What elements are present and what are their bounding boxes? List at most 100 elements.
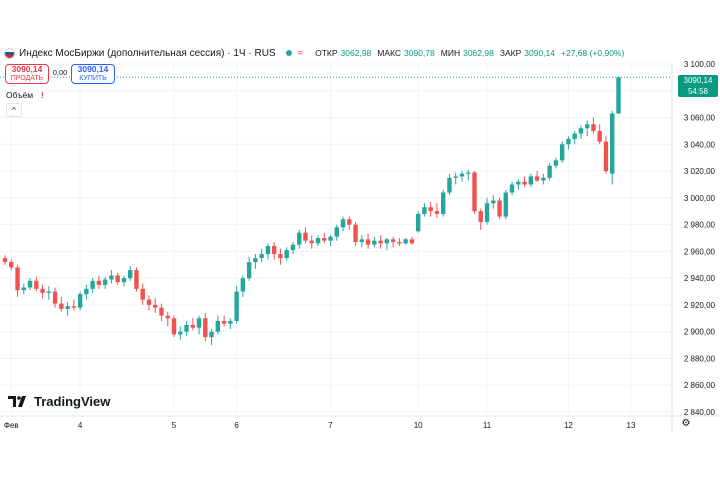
gear-icon[interactable]: ⚙: [681, 418, 691, 429]
tradingview-logo[interactable]: TradingView: [8, 394, 110, 409]
symbol-title[interactable]: Индекс МосБиржи (дополнительная сессия) …: [19, 47, 276, 59]
candle-body: [378, 240, 383, 244]
y-tick-label: 3 040,00: [684, 140, 716, 149]
candle-body: [184, 325, 189, 332]
candle-body: [115, 275, 120, 283]
candle-body: [27, 280, 33, 288]
volume-label: Объём: [6, 90, 34, 100]
open-label: ОТКР: [315, 48, 338, 58]
candle-body: [253, 258, 258, 263]
candle-body: [234, 291, 239, 321]
market-status-icon[interactable]: [285, 50, 292, 56]
candle-body: [503, 192, 508, 217]
high-value: 3090,78: [404, 48, 435, 58]
spread-value: 0,00: [52, 68, 68, 77]
volume-indicator[interactable]: Объём !: [6, 90, 44, 100]
candle-body: [2, 258, 8, 263]
candle-body: [203, 318, 208, 338]
bar-countdown: 54:58: [687, 87, 709, 96]
candle-body: [52, 291, 58, 304]
candle-body: [559, 144, 565, 161]
candle-body: [303, 232, 308, 241]
candle-body: [566, 138, 571, 145]
x-tick-label: 7: [328, 421, 333, 430]
candle-body: [359, 239, 365, 243]
candle-body: [140, 288, 145, 300]
buy-label: КУПИТЬ: [79, 75, 107, 82]
y-tick-label: 2 920,00: [684, 301, 716, 310]
candle-body: [403, 239, 408, 244]
y-tick-label: 2 960,00: [684, 247, 716, 256]
candle-body: [209, 331, 214, 338]
sell-button[interactable]: 3090,14 ПРОДАТЬ: [5, 64, 49, 84]
candle-body: [328, 236, 333, 241]
candle-body: [578, 128, 584, 134]
candle-body: [472, 172, 477, 212]
candle-body: [541, 177, 546, 181]
candle-body: [603, 141, 609, 172]
x-tick-label: 11: [483, 421, 492, 430]
candle-body: [153, 304, 158, 308]
y-tick-label: 3 060,00: [684, 114, 716, 123]
trade-buttons: 3090,14 ПРОДАТЬ 0,00 3090,14 КУПИТЬ: [5, 64, 115, 84]
candle-body: [90, 280, 95, 289]
high-label: МАКС: [377, 48, 402, 58]
buy-button[interactable]: 3090,14 КУПИТЬ: [71, 64, 115, 84]
candle-body: [315, 238, 321, 244]
symbol-header: Индекс МосБиржи (дополнительная сессия) …: [4, 44, 630, 62]
candle-body: [134, 270, 139, 289]
y-tick-label: 3 000,00: [684, 194, 716, 203]
candle-body: [453, 176, 458, 178]
candle-body: [46, 291, 52, 293]
candle-body: [221, 320, 227, 324]
y-tick-label: 3 020,00: [684, 167, 716, 176]
x-tick-label: 13: [627, 421, 636, 430]
candle-body: [484, 203, 490, 222]
candle-body: [9, 262, 14, 268]
candle-body: [159, 307, 164, 316]
last-price-tag: 3090,14 54:58: [678, 75, 718, 97]
y-tick-label: 3 100,00: [684, 60, 716, 69]
candle-body: [65, 306, 70, 309]
candle-body: [196, 318, 202, 328]
candle-body: [146, 299, 152, 305]
candle-body: [84, 288, 89, 295]
y-tick-label: 2 940,00: [684, 274, 716, 283]
russia-flag-icon: [4, 47, 15, 59]
candle-body: [441, 192, 446, 214]
candle-body: [228, 320, 233, 324]
candle-body: [447, 177, 452, 193]
x-tick-label: Фев: [4, 421, 19, 430]
y-tick-label: 2 880,00: [684, 354, 716, 363]
wave-icon[interactable]: ≈: [297, 47, 304, 59]
candle-body: [240, 278, 246, 292]
candle-body: [215, 320, 221, 332]
collapse-chevron-icon[interactable]: ^: [6, 103, 22, 117]
warning-icon[interactable]: !: [41, 90, 44, 100]
candle-body: [616, 77, 621, 114]
candle-body: [297, 232, 302, 245]
low-value: 3062,98: [463, 48, 494, 58]
candle-body: [372, 240, 377, 245]
x-tick-label: 6: [234, 421, 239, 430]
candle-body: [190, 325, 195, 328]
candle-body: [491, 200, 496, 204]
candle-body: [71, 306, 77, 308]
candle-body: [365, 239, 371, 245]
open-value: 3062,98: [340, 48, 372, 58]
candle-body: [15, 267, 20, 291]
candle-body: [384, 239, 390, 244]
sell-label: ПРОДАТЬ: [10, 75, 44, 82]
candle-body: [284, 250, 289, 259]
candle-body: [271, 246, 277, 255]
candle-body: [165, 315, 170, 319]
buy-price: 3090,14: [77, 64, 109, 74]
candle-body: [77, 294, 83, 308]
candle-body: [309, 240, 314, 244]
candle-body: [415, 213, 421, 232]
candle-body: [322, 238, 327, 241]
candle-body: [334, 227, 339, 237]
candle-body: [516, 181, 521, 185]
candle-body: [547, 165, 552, 178]
